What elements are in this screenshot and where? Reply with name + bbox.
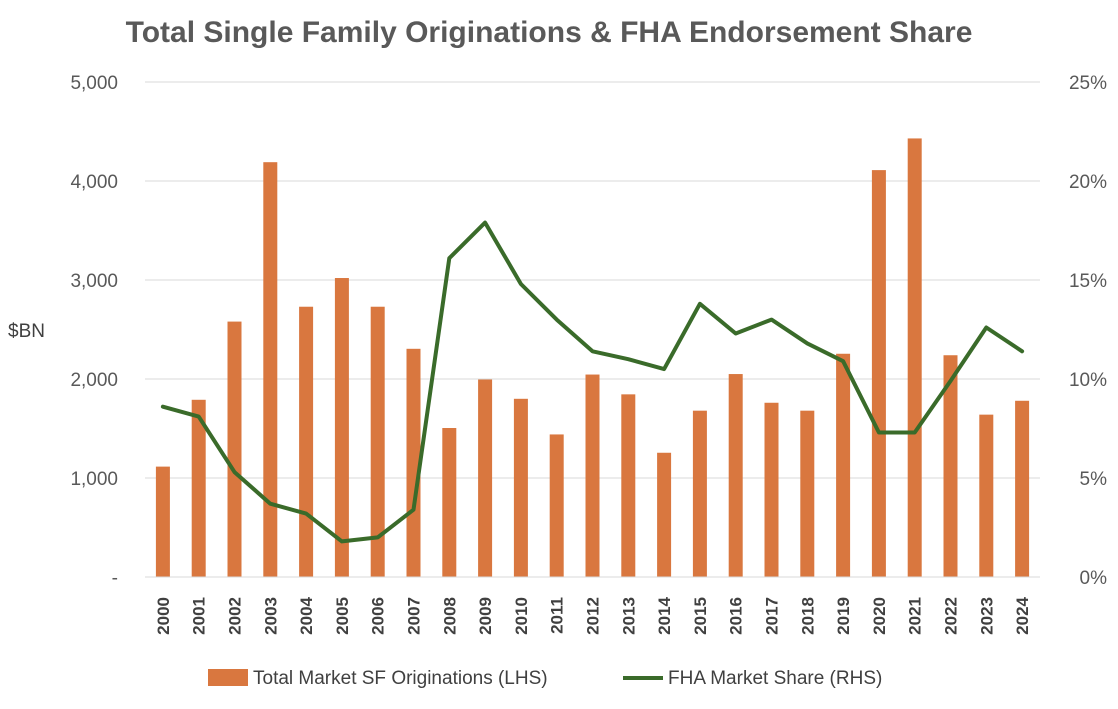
bar — [478, 379, 493, 577]
x-tick-label: 2020 — [870, 597, 889, 635]
bar — [692, 410, 707, 577]
bar — [227, 321, 242, 577]
x-tick-label: 2006 — [369, 597, 388, 635]
x-tick-label: 2001 — [190, 597, 209, 635]
bar — [155, 466, 170, 577]
y-tick-label: 5,000 — [70, 73, 118, 94]
x-tick-label: 2015 — [691, 597, 710, 635]
y-tick-label: 1,000 — [70, 469, 118, 490]
right-axis-ticks: 0% 5% 10% 15% 20% 25% — [1069, 73, 1107, 589]
x-tick-label: 2002 — [226, 597, 245, 635]
legend-label-bars: Total Market SF Originations (LHS) — [253, 668, 548, 689]
bar — [191, 399, 206, 577]
bar — [800, 410, 815, 577]
legend: Total Market SF Originations (LHS) FHA M… — [208, 668, 882, 689]
x-tick-label: 2007 — [405, 597, 424, 635]
bar — [442, 428, 457, 577]
y2-tick-label: 5% — [1080, 469, 1108, 490]
x-tick-label: 2005 — [333, 597, 352, 635]
y-tick-label: 4,000 — [70, 172, 118, 193]
bar — [943, 355, 958, 577]
bar — [549, 434, 564, 577]
x-tick-label: 2024 — [1013, 596, 1032, 634]
x-tick-label: 2018 — [798, 597, 817, 635]
y2-tick-label: 15% — [1069, 271, 1107, 292]
y-tick-label: - — [112, 568, 118, 589]
bar — [621, 394, 636, 577]
x-tick-label: 2021 — [906, 597, 925, 635]
y-tick-label: 3,000 — [70, 271, 118, 292]
gridlines — [145, 81, 1040, 479]
legend-label-line: FHA Market Share (RHS) — [668, 668, 882, 689]
x-axis-ticks: 2000 2001 2002 2003 2004 2005 2006 2007 2008 2009… — [154, 596, 1032, 634]
line-series — [160, 220, 1025, 544]
x-tick-label: 2000 — [154, 597, 173, 635]
left-axis-ticks: - 1,000 2,000 3,000 4,000 5,000 — [70, 73, 118, 589]
bar — [728, 374, 743, 577]
x-tick-label: 2010 — [512, 597, 531, 635]
bar — [657, 452, 672, 577]
bar — [406, 348, 421, 577]
y-axis-label: $BN — [8, 321, 45, 342]
y-tick-label: 2,000 — [70, 370, 118, 391]
x-tick-label: 2022 — [942, 597, 961, 635]
chart-title: Total Single Family Originations & FHA E… — [126, 16, 973, 49]
y2-tick-label: 10% — [1069, 370, 1107, 391]
bar — [513, 398, 528, 577]
legend-swatch-bars — [208, 669, 248, 686]
x-tick-label: 2017 — [763, 597, 782, 635]
bar — [1015, 400, 1030, 577]
x-tick-label: 2013 — [619, 597, 638, 635]
bar — [299, 306, 314, 577]
x-tick-label: 2012 — [584, 597, 603, 635]
series-line — [160, 220, 1025, 544]
bar — [836, 353, 851, 577]
x-tick-label: 2009 — [476, 597, 495, 635]
bar — [871, 170, 886, 578]
x-tick-label: 2011 — [548, 597, 567, 634]
bar — [370, 306, 385, 577]
x-tick-label: 2008 — [440, 597, 459, 635]
bar — [585, 374, 600, 577]
x-tick-label: 2023 — [977, 597, 996, 635]
x-tick-label: 2019 — [834, 597, 853, 635]
x-tick-label: 2016 — [727, 597, 746, 635]
bar — [334, 278, 349, 577]
y2-tick-label: 0% — [1080, 568, 1108, 589]
bar — [907, 138, 922, 577]
y2-tick-label: 25% — [1069, 73, 1107, 94]
bar — [764, 402, 779, 577]
x-tick-label: 2014 — [655, 596, 674, 634]
x-tick-label: 2004 — [297, 596, 316, 634]
x-tick-label: 2003 — [261, 597, 280, 635]
bar — [979, 414, 994, 577]
bar — [263, 162, 278, 577]
bar-series — [155, 138, 1030, 578]
y2-tick-label: 20% — [1069, 172, 1107, 193]
